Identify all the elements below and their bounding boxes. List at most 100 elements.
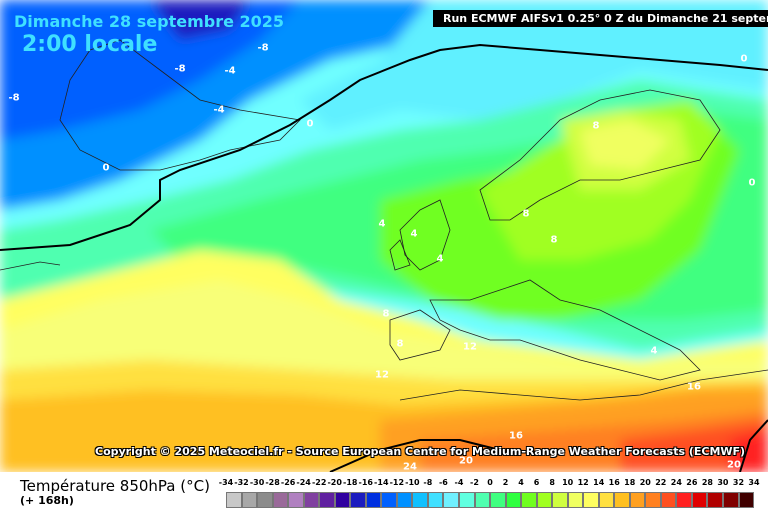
color-swatch [427, 492, 444, 508]
scale-tick-label: -26 [280, 478, 296, 487]
scale-tick-label: -2 [470, 478, 479, 487]
parameter-title: Température 850hPa (°C) [20, 477, 210, 495]
scale-tick-label: -16 [358, 478, 373, 487]
isotherm-label: 8 [396, 338, 404, 350]
color-swatch [738, 492, 755, 508]
scale-tick-label: 28 [701, 478, 713, 487]
isotherm-label: 8 [522, 208, 530, 220]
scale-tick-label: -14 [374, 478, 389, 487]
color-swatch [505, 492, 522, 508]
color-swatch [676, 492, 692, 508]
color-swatch [660, 492, 677, 508]
isotherm-label: 8 [550, 234, 558, 246]
scale-tick-label: -6 [438, 478, 448, 487]
scale-tick-label: 12 [577, 478, 589, 487]
scale-tick-label: -28 [265, 478, 280, 487]
isotherm-label: 12 [375, 369, 389, 381]
scale-tick-label: 16 [608, 478, 620, 487]
twenty-four-degree-isotherm [329, 419, 768, 472]
color-swatch [303, 492, 320, 508]
scale-tick-label: 10 [562, 478, 574, 487]
color-swatch [567, 492, 584, 508]
isotherm-label: 0 [740, 53, 748, 65]
color-swatch [381, 492, 397, 508]
copyright-notice: Copyright © 2025 Meteociel.fr - Source E… [95, 445, 746, 458]
scale-tick-label: 0 [487, 478, 493, 487]
scale-tick-label: -32 [234, 478, 249, 487]
color-swatch [629, 492, 646, 508]
zero-degree-isotherm [0, 43, 768, 251]
color-swatch [334, 492, 351, 508]
scale-tick-label: 2 [502, 478, 509, 487]
color-swatch [458, 492, 475, 508]
coastlines [0, 39, 768, 401]
isotherm-label: 4 [436, 253, 444, 265]
color-swatch [583, 492, 599, 508]
isotherm-label: 24 [403, 461, 417, 473]
color-swatch [226, 492, 242, 508]
isotherm-label: 4 [650, 345, 658, 357]
isotherm-label: -8 [174, 63, 186, 75]
isotherm-label: 0 [306, 118, 314, 130]
isotherm-label: -8 [257, 42, 269, 54]
forecast-step: (+ 168h) [20, 494, 74, 507]
color-scale-ticks: -34 -32 -30 -28 -26 -24 -22 -20 -18 -16 -14 -12 -10-… [218, 478, 760, 492]
isotherm-label: 4 [410, 228, 418, 240]
color-swatch [645, 492, 661, 508]
color-scale-bar [226, 492, 755, 508]
scale-tick-label: 32 [732, 478, 745, 487]
isotherm-label: 8 [592, 120, 600, 132]
scale-tick-label: -20 [327, 478, 342, 487]
scale-tick-label: -12 [389, 478, 405, 487]
scale-tick-label: -4 [454, 478, 464, 487]
scale-tick-label: -24 [296, 478, 311, 487]
color-swatch [521, 492, 537, 508]
color-swatch [319, 492, 335, 508]
isotherm-label: 20 [459, 455, 473, 467]
isotherm-label: 16 [687, 381, 701, 393]
scale-tick-label: -18 [343, 478, 358, 487]
scale-tick-label: 34 [748, 478, 760, 487]
color-swatch [257, 492, 273, 508]
color-swatch [723, 492, 739, 508]
scale-tick-label: 20 [639, 478, 651, 487]
isotherm-label: 12 [463, 341, 477, 353]
temperature-map [0, 0, 768, 472]
color-swatch [443, 492, 459, 508]
scale-tick-label: 14 [593, 478, 605, 487]
color-swatch [396, 492, 413, 508]
scale-tick-label: -34 [218, 478, 234, 487]
color-swatch [474, 492, 491, 508]
isotherm-label: 0 [748, 177, 756, 189]
isotherm-label: 16 [509, 430, 523, 442]
color-swatch [691, 492, 708, 508]
color-swatch [350, 492, 366, 508]
scale-tick-label: 26 [686, 478, 698, 487]
scale-tick-label: 4 [518, 478, 524, 487]
scale-tick-label: -10 [405, 478, 420, 487]
color-swatch [536, 492, 553, 508]
color-swatch [241, 492, 258, 508]
color-swatch [614, 492, 630, 508]
isotherm-label: -4 [224, 65, 236, 77]
temperature-field [0, 0, 768, 472]
scale-tick-label: 24 [670, 478, 682, 487]
model-run-banner: Run ECMWF AIFSv1 0.25° 0 Z du Dimanche 2… [433, 10, 768, 27]
isotherm-label: 8 [382, 308, 390, 320]
forecast-local-time: 2:00 locale [22, 32, 158, 57]
scale-tick-label: 8 [549, 478, 555, 487]
isotherm-label: -8 [8, 92, 20, 104]
color-swatch [365, 492, 382, 508]
isotherm-label: -4 [213, 104, 225, 116]
scale-tick-label: -22 [311, 478, 327, 487]
color-swatch [490, 492, 506, 508]
scale-tick-label: -8 [423, 478, 433, 487]
isotherm-label: 0 [102, 162, 110, 174]
scale-tick-label: -30 [249, 478, 265, 487]
color-swatch [412, 492, 428, 508]
color-swatch [272, 492, 289, 508]
isotherm-label: 20 [727, 459, 741, 471]
color-swatch [552, 492, 568, 508]
color-swatch [707, 492, 723, 508]
